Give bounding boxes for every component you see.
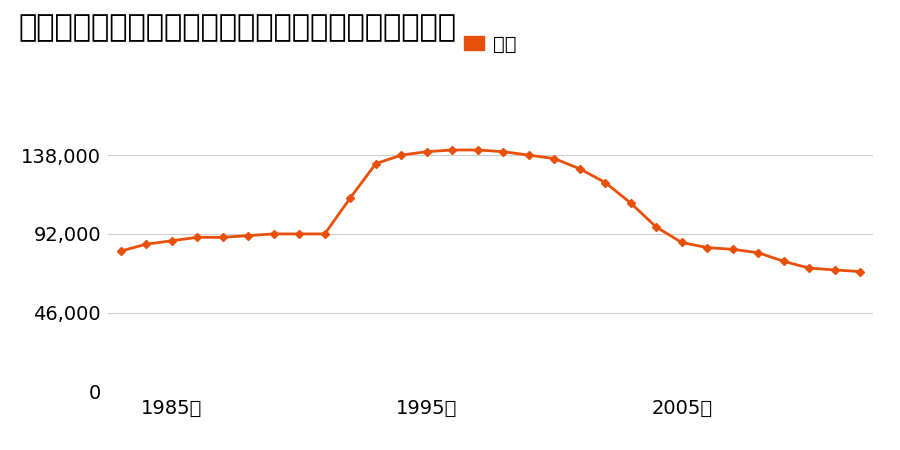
価格 xyxy=(268,231,279,237)
価格 xyxy=(115,248,126,254)
価格 xyxy=(752,250,763,256)
価格 xyxy=(140,242,151,247)
価格 xyxy=(599,180,610,185)
価格 xyxy=(320,231,330,237)
価格 xyxy=(855,269,866,274)
Text: 石川県石川郡野々市町本町６丁目９５番６の地価推移: 石川県石川郡野々市町本町６丁目９５番６の地価推移 xyxy=(18,14,456,42)
価格 xyxy=(192,234,202,240)
価格 xyxy=(371,161,382,166)
価格 xyxy=(498,149,508,154)
価格 xyxy=(626,200,636,206)
価格 xyxy=(446,147,457,153)
価格 xyxy=(804,266,814,271)
価格 xyxy=(396,153,407,158)
価格 xyxy=(677,240,688,245)
価格 xyxy=(472,147,483,153)
Line: 価格: 価格 xyxy=(118,147,863,274)
Legend: 価格: 価格 xyxy=(464,35,517,54)
価格 xyxy=(166,238,177,243)
価格 xyxy=(243,233,254,238)
価格 xyxy=(574,166,585,171)
価格 xyxy=(727,247,738,252)
価格 xyxy=(651,225,661,230)
価格 xyxy=(524,153,535,158)
価格 xyxy=(345,195,356,201)
価格 xyxy=(778,259,789,264)
価格 xyxy=(549,156,560,161)
価格 xyxy=(421,149,432,154)
価格 xyxy=(293,231,304,237)
価格 xyxy=(218,234,229,240)
価格 xyxy=(830,267,841,273)
価格 xyxy=(702,245,713,250)
